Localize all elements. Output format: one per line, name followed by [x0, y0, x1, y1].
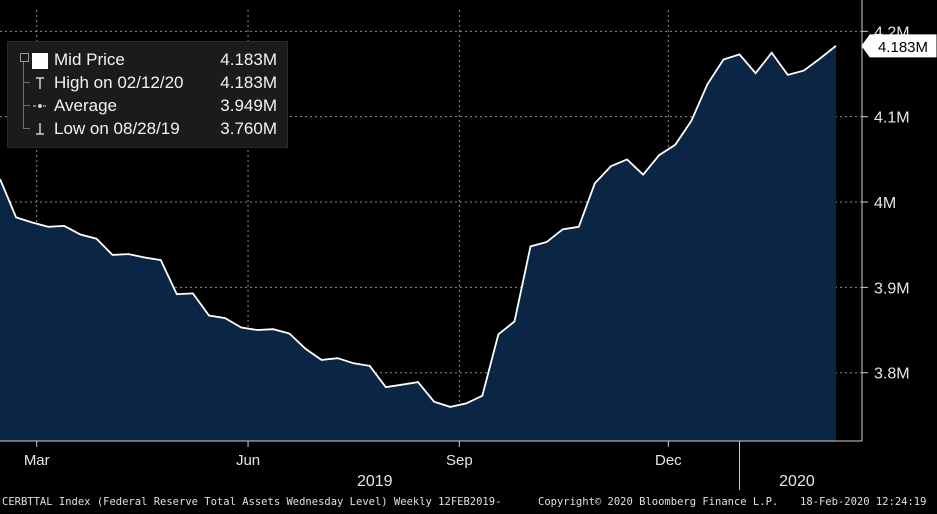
legend-item-average[interactable]: Average 3.949M	[8, 95, 287, 117]
tree-branch	[23, 82, 30, 83]
y-tick-label: 3.9M	[874, 280, 910, 297]
mid-price-area	[0, 45, 836, 442]
last-value-tag-bg	[861, 34, 937, 58]
legend-label: Mid Price	[54, 50, 125, 69]
mid-price-line	[0, 45, 837, 408]
footer-source: CERBTTAL Index (Federal Reserve Total As…	[2, 496, 502, 508]
y-tick-label: 4.1M	[874, 110, 910, 127]
last-value-label: 4.183M	[878, 39, 928, 56]
y-tick-label: 3.8M	[874, 366, 910, 383]
legend-item-mid-price[interactable]: Mid Price 4.183M	[8, 49, 287, 71]
legend: Mid Price 4.183M High on 02/12/20 4.183M…	[7, 41, 288, 148]
footer: CERBTTAL Index (Federal Reserve Total As…	[0, 493, 937, 514]
x-tick-label: Dec	[655, 452, 682, 469]
year-label: 2020	[779, 473, 815, 490]
legend-item-high[interactable]: High on 02/12/20 4.183M	[8, 72, 287, 94]
x-tick-label: Sep	[446, 452, 473, 469]
white-square-icon	[32, 53, 48, 69]
last-value-tag: 4.183M	[861, 34, 937, 58]
x-tick-label: Mar	[24, 452, 50, 469]
legend-item-low[interactable]: Low on 08/28/19 3.760M	[8, 118, 287, 140]
footer-copyright: Copyright© 2020 Bloomberg Finance L.P.	[538, 496, 779, 508]
y-tick-label: 4M	[874, 195, 896, 212]
legend-label: Low on 08/28/19	[54, 119, 180, 138]
legend-label: Average	[54, 96, 118, 115]
high-marker-icon	[36, 77, 44, 89]
legend-value: 3.760M	[220, 119, 277, 138]
collapse-icon[interactable]	[20, 53, 29, 62]
average-line-icon	[33, 104, 47, 108]
tree-branch	[23, 105, 30, 106]
legend-value: 4.183M	[220, 50, 277, 69]
tree-line	[23, 62, 24, 128]
legend-value: 3.949M	[220, 96, 277, 115]
low-marker-icon	[36, 123, 44, 135]
legend-label: High on 02/12/20	[54, 73, 184, 92]
footer-timestamp: 18-Feb-2020 12:24:19	[800, 496, 927, 508]
year-label: 2019	[357, 473, 393, 490]
legend-value: 4.183M	[220, 73, 277, 92]
x-tick-label: Jun	[236, 452, 260, 469]
tree-branch	[23, 128, 30, 129]
